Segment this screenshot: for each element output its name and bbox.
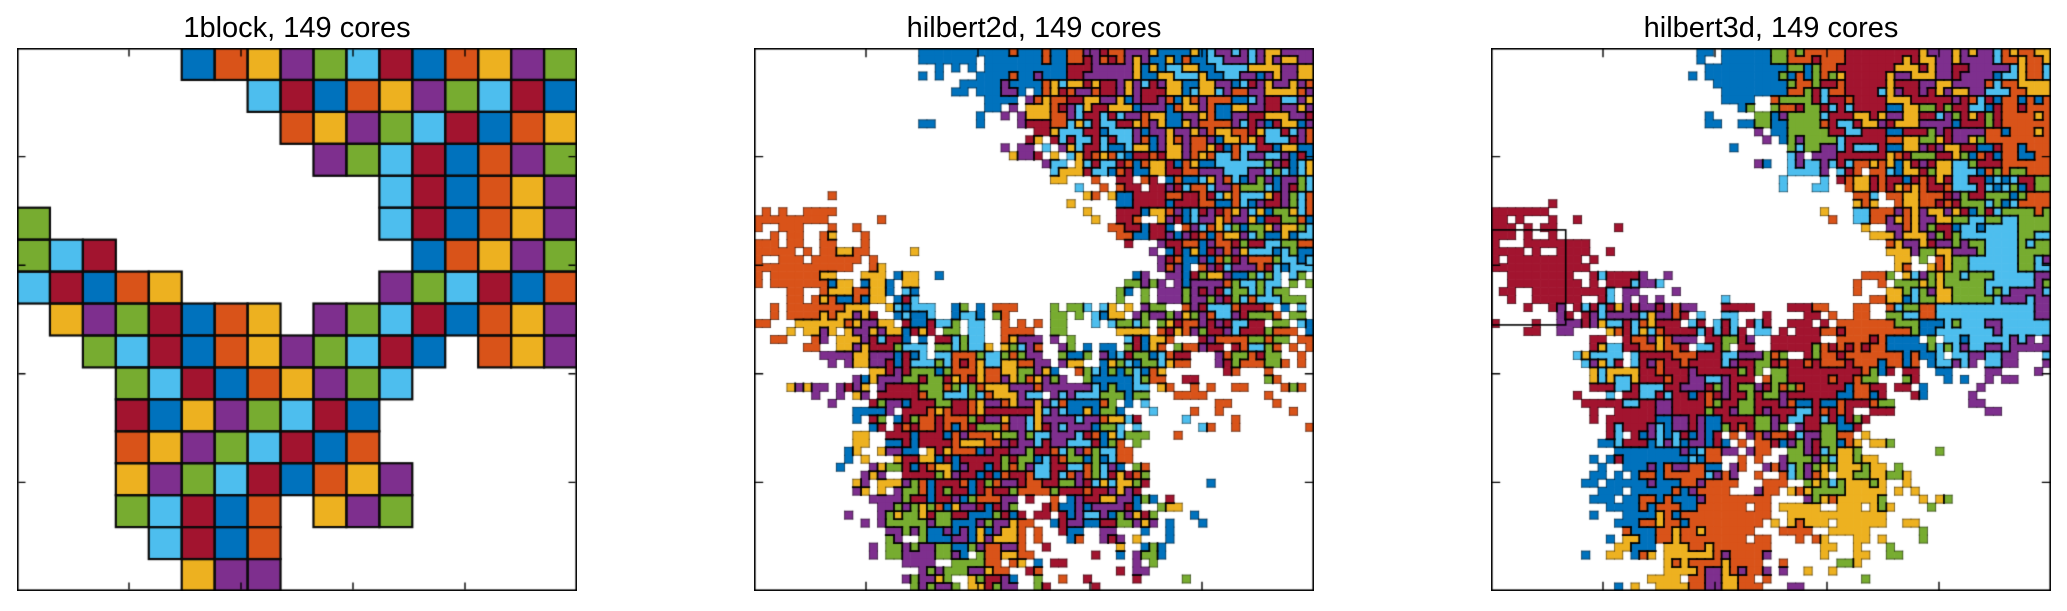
partition-map-1block <box>17 48 577 591</box>
partition-map-hilbert2d <box>754 48 1314 591</box>
panel-title-1block: 1block, 149 cores <box>183 12 411 44</box>
partition-map-hilbert3d <box>1491 48 2051 591</box>
panel-title-hilbert2d: hilbert2d, 149 cores <box>906 12 1162 44</box>
panel-title-hilbert3d: hilbert3d, 149 cores <box>1643 12 1899 44</box>
